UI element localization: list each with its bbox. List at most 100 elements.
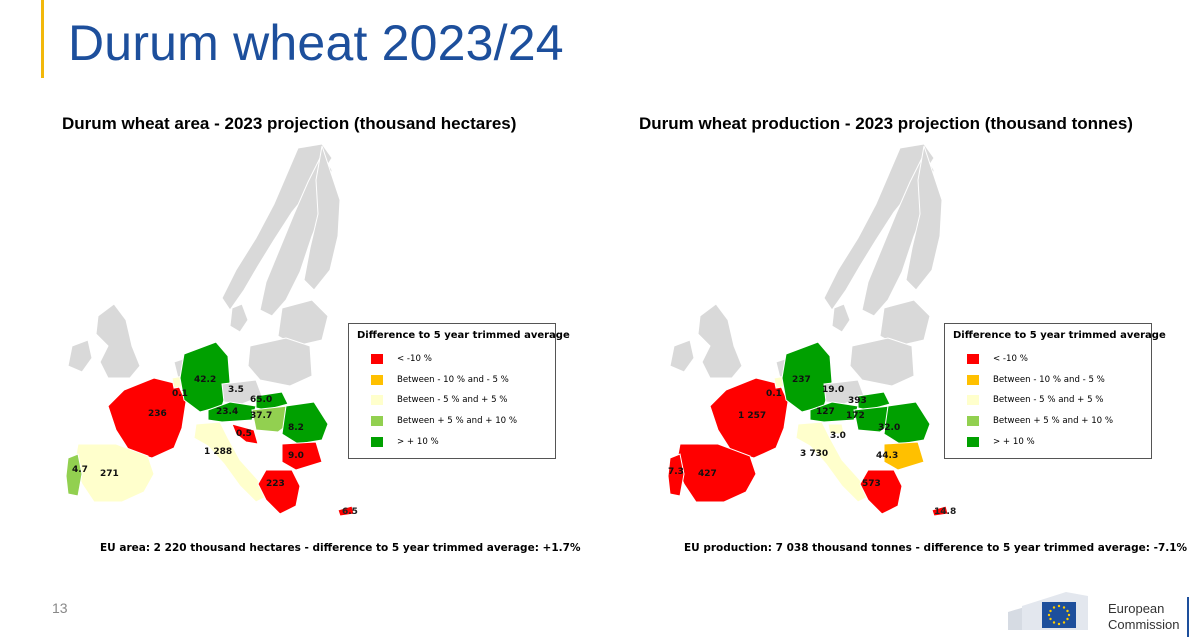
label-austria: 23.4: [216, 407, 238, 417]
cyprus-region: [931, 505, 949, 517]
finland-shape: [303, 145, 341, 291]
norway-shape: [823, 143, 935, 311]
ec-logo-divider: [1187, 597, 1189, 637]
label-czechia: 3.5: [228, 385, 244, 395]
label-romania: 8.2: [288, 423, 304, 433]
label-belgium: 0.1: [766, 389, 782, 399]
eu-stars-icon: [1047, 604, 1071, 626]
label-france: 1 257: [738, 411, 766, 421]
uk-shape: [697, 303, 743, 379]
denmark-shape: [229, 303, 249, 333]
slide-title: Durum wheat 2023/24: [68, 15, 564, 71]
romania-region: [281, 401, 329, 445]
area-legend: Difference to 5 year trimmed average < -…: [348, 323, 570, 459]
legend-swatch: [371, 375, 383, 385]
legend-swatch: [371, 354, 383, 364]
label-spain: 271: [100, 469, 119, 479]
label-bulgaria: 44.3: [876, 451, 898, 461]
non-eu-background: [67, 143, 341, 387]
legend-item: > + 10 %: [967, 436, 1035, 448]
label-greece: 573: [862, 479, 881, 489]
baltics-shape: [879, 299, 931, 347]
greece-region: [859, 469, 903, 515]
legend-title: Difference to 5 year trimmed average: [357, 330, 570, 341]
legend-label: Between + 5 % and + 10 %: [993, 416, 1114, 426]
title-accent-bar: [41, 0, 44, 78]
denmark-shape: [831, 303, 851, 333]
label-italy: 1 288: [204, 447, 232, 457]
romania-region: [883, 401, 931, 445]
austria-region: [809, 401, 859, 423]
uk-shape: [95, 303, 141, 379]
non-eu-background: [669, 143, 943, 387]
legend-swatch: [967, 416, 979, 426]
label-croatia: 0.5: [236, 429, 252, 439]
legend-label: Between - 5 % and + 5 %: [993, 395, 1104, 405]
area-value-labels: 236 271 4.7 1 288 42.2 0.1 3.5 23.4 65.0…: [72, 375, 358, 517]
italy-region: [795, 421, 871, 503]
legend-label: < -10 %: [993, 354, 1028, 364]
legend-item: Between - 10 % and - 5 %: [967, 374, 1105, 386]
label-hungary: 172: [846, 411, 865, 421]
legend-item: Between - 10 % and - 5 %: [371, 374, 509, 386]
label-slovakia: 65.0: [250, 395, 272, 405]
label-czechia: 19.0: [822, 385, 844, 395]
legend-swatch: [967, 395, 979, 405]
production-value-labels: 1 257 427 7.3 3 730 237 0.1 19.0 127 393…: [668, 375, 956, 517]
france-region: [107, 377, 187, 459]
legend-swatch: [371, 395, 383, 405]
italy-region: [193, 421, 269, 503]
austria-region: [207, 401, 257, 423]
ireland-shape: [67, 339, 93, 373]
legend-swatch: [967, 437, 979, 447]
legend-label: > + 10 %: [397, 437, 439, 447]
label-austria: 127: [816, 407, 835, 417]
page-number: 13: [52, 600, 68, 616]
label-portugal: 4.7: [72, 465, 88, 475]
legend-label: Between - 10 % and - 5 %: [993, 375, 1105, 385]
legend-item: Between - 5 % and + 5 %: [371, 394, 507, 406]
legend-item: Between - 5 % and + 5 %: [967, 394, 1103, 406]
baltics-shape: [277, 299, 329, 347]
legend-swatch: [967, 354, 979, 364]
legend-title: Difference to 5 year trimmed average: [953, 330, 1166, 341]
norway-shape: [221, 143, 333, 311]
label-cyprus: 6.5: [342, 507, 358, 517]
eu-countries: [667, 341, 949, 517]
label-cyprus: 14.8: [934, 507, 956, 517]
legend-item: Between + 5 % and + 10 %: [371, 415, 517, 427]
label-bulgaria: 9.0: [288, 451, 304, 461]
legend-swatch: [371, 416, 383, 426]
ireland-shape: [669, 339, 695, 373]
legend-item: < -10 %: [967, 353, 1028, 365]
area-summary: EU area: 2 220 thousand hectares - diffe…: [100, 542, 581, 554]
production-legend: Difference to 5 year trimmed average < -…: [944, 323, 1166, 459]
area-map: 236 271 4.7 1 288 42.2 0.1 3.5 23.4 65.0…: [65, 143, 358, 517]
bulgaria-region: [883, 441, 925, 471]
legend-swatch: [967, 375, 979, 385]
eu-countries: [65, 341, 355, 517]
czechia-region: [823, 379, 865, 405]
finland-shape: [905, 145, 943, 291]
label-portugal: 7.3: [668, 467, 684, 477]
france-region: [709, 377, 789, 459]
production-summary: EU production: 7 038 thousand tonnes - d…: [684, 542, 1188, 554]
portugal-region: [667, 453, 685, 497]
area-map-title: Durum wheat area - 2023 projection (thou…: [62, 114, 517, 133]
ec-logo-text: European Commission: [1108, 601, 1180, 632]
legend-item: < -10 %: [371, 353, 432, 365]
production-map: 1 257 427 7.3 3 730 237 0.1 19.0 127 393…: [667, 143, 956, 517]
production-map-title: Durum wheat production - 2023 projection…: [639, 114, 1133, 133]
european-commission-logo: [1008, 592, 1088, 630]
label-germany: 42.2: [194, 375, 216, 385]
label-germany: 237: [792, 375, 811, 385]
legend-swatch: [371, 437, 383, 447]
poland-shape: [247, 337, 313, 387]
czechia-region: [221, 379, 263, 405]
label-greece: 223: [266, 479, 285, 489]
cyprus-region: [337, 505, 355, 517]
legend-label: Between - 10 % and - 5 %: [397, 375, 509, 385]
label-hungary: 37.7: [250, 411, 272, 421]
portugal-region: [65, 453, 83, 497]
legend-label: Between - 5 % and + 5 %: [397, 395, 508, 405]
